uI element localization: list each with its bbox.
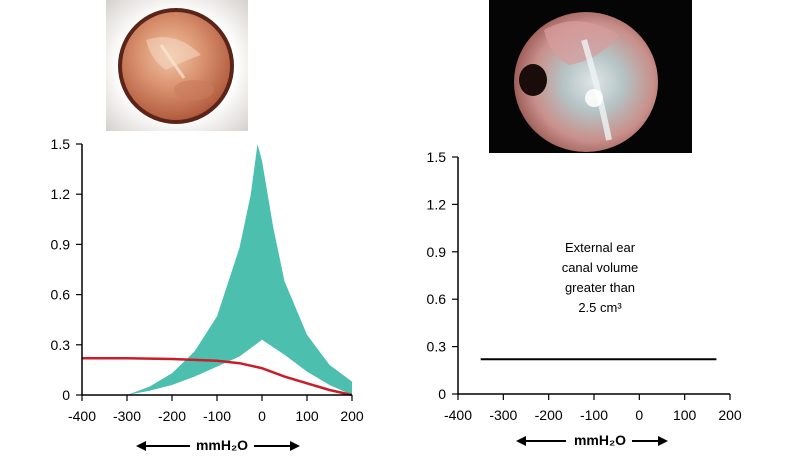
x-axis-label: mmH₂O <box>196 437 248 453</box>
annotation-line: 2.5 cm³ <box>578 300 622 315</box>
y-tick-label: 0.6 <box>51 287 71 303</box>
tympanogram-chart-normal: 0 0.3 0.6 0.9 1.2 1.5 -400 -300 -200 -100 0 100 200… <box>51 136 364 453</box>
y-tick-label: 1.2 <box>427 196 447 212</box>
tympanogram-line <box>82 356 353 397</box>
annotation-line: canal volume <box>562 260 639 275</box>
x-axis-label: mmH₂O <box>574 432 626 448</box>
y-tick-label: 0 <box>62 387 70 403</box>
x-tick-label: -400 <box>444 407 472 423</box>
x-tick-label: -300 <box>489 407 517 423</box>
x-tick-label: 0 <box>635 407 643 423</box>
left-arrow-head <box>136 441 146 451</box>
y-tick-label: 0.6 <box>427 291 447 307</box>
y-tick-label: 0.3 <box>427 339 447 355</box>
x-tick-label: 200 <box>718 407 742 423</box>
x-axis-ticks: -400 -300 -200 -100 0 100 200 <box>68 395 364 424</box>
annotation-line: greater than <box>565 280 635 295</box>
right-arrow-head <box>290 441 300 451</box>
y-tick-label: 0.9 <box>427 244 447 260</box>
y-tick-label: 0 <box>438 386 446 402</box>
x-tick-label: -300 <box>113 408 141 424</box>
eardrum-image <box>106 0 248 131</box>
y-axis-ticks: 0 0.3 0.6 0.9 1.2 1.5 <box>427 149 458 402</box>
left-arrow-head <box>516 436 526 446</box>
perforated-eardrum-image <box>489 0 692 153</box>
x-axis-ticks: -400 -300 -200 -100 0 100 200 <box>444 394 742 423</box>
right-arrow-head <box>658 436 668 446</box>
tympanogram-curve <box>82 356 353 397</box>
normal-range-area <box>127 144 352 395</box>
x-tick-label: -200 <box>158 408 186 424</box>
y-tick-label: 1.5 <box>51 136 71 152</box>
y-tick-label: 0.3 <box>51 337 71 353</box>
x-tick-label: -100 <box>580 407 608 423</box>
x-tick-label: -100 <box>203 408 231 424</box>
x-axis-label-group: mmH₂O <box>136 437 300 453</box>
x-tick-label: 200 <box>340 408 364 424</box>
normal-range-band <box>127 144 352 395</box>
x-tick-label: 100 <box>673 407 697 423</box>
y-tick-label: 0.9 <box>51 236 71 252</box>
x-axis-label-group: mmH₂O <box>516 432 668 448</box>
volume-annotation: External ear canal volume greater than 2.5 … <box>562 240 639 315</box>
y-axis-ticks: 0 0.3 0.6 0.9 1.2 1.5 <box>51 136 82 403</box>
x-tick-label: -400 <box>68 408 96 424</box>
annotation-line: External ear <box>565 240 636 255</box>
tympanogram-chart-large-volume: 0 0.3 0.6 0.9 1.2 1.5 -400 -300 -200 -100 0 100 200… <box>427 149 742 448</box>
y-tick-label: 1.2 <box>51 186 71 202</box>
y-tick-label: 1.5 <box>427 149 447 165</box>
x-tick-label: -200 <box>535 407 563 423</box>
x-tick-label: 100 <box>295 408 319 424</box>
x-tick-label: 0 <box>258 408 266 424</box>
